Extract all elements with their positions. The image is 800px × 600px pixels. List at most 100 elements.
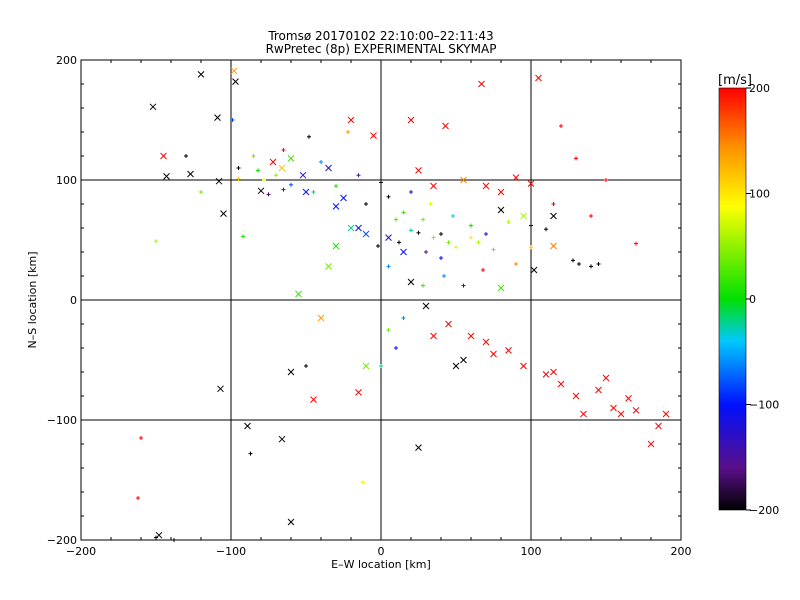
y-tick-label: 0 bbox=[70, 294, 77, 307]
data-point-cross bbox=[287, 368, 295, 376]
marker-stroke bbox=[490, 350, 497, 358]
colorbar-tick-label: 0 bbox=[749, 293, 756, 306]
data-point-plus bbox=[574, 156, 578, 161]
marker-stroke bbox=[430, 332, 437, 340]
marker-stroke bbox=[415, 444, 422, 451]
marker-stroke bbox=[355, 389, 362, 396]
data-point-cross bbox=[497, 188, 505, 196]
data-point-plus bbox=[529, 223, 533, 228]
data-point-cross bbox=[467, 332, 475, 340]
marker-stroke bbox=[497, 188, 505, 196]
data-point-cross bbox=[572, 392, 580, 400]
marker-stroke bbox=[557, 380, 565, 388]
marker-stroke bbox=[214, 114, 221, 121]
data-point-plus bbox=[346, 130, 350, 134]
data-point-cross bbox=[217, 385, 224, 393]
marker-stroke bbox=[332, 203, 340, 210]
marker-stroke bbox=[655, 422, 662, 430]
data-point-cross bbox=[527, 180, 535, 187]
data-point-plus bbox=[439, 232, 443, 236]
marker-stroke bbox=[197, 71, 205, 78]
marker-stroke bbox=[442, 122, 449, 130]
data-point-cross bbox=[278, 164, 286, 172]
data-point-plus bbox=[241, 234, 245, 239]
data-point-cross bbox=[332, 242, 340, 250]
marker-stroke bbox=[452, 362, 460, 370]
data-point-cross bbox=[232, 78, 239, 85]
data-point-cross bbox=[497, 206, 505, 214]
data-point-cross bbox=[407, 278, 415, 286]
data-point-cross bbox=[163, 173, 170, 180]
x-axis-ticks: −200 −100 0 100 200 bbox=[66, 60, 692, 558]
data-point-plus bbox=[334, 184, 338, 188]
data-point-cross bbox=[662, 410, 670, 418]
marker-stroke bbox=[269, 158, 277, 166]
data-point-cross bbox=[197, 71, 205, 78]
data-point-cross bbox=[362, 230, 370, 238]
data-point-cross bbox=[557, 380, 565, 388]
marker-stroke bbox=[310, 396, 317, 403]
x-tick-label: −200 bbox=[66, 545, 96, 558]
data-point-cross bbox=[244, 422, 251, 430]
y-tick-label: 100 bbox=[56, 174, 77, 187]
colorbar-tick-label: 100 bbox=[749, 188, 770, 201]
marker-stroke bbox=[430, 182, 437, 190]
marker-stroke bbox=[550, 368, 557, 376]
data-point-plus bbox=[442, 274, 446, 278]
marker-stroke bbox=[347, 224, 355, 232]
data-point-plus bbox=[409, 228, 413, 233]
data-point-plus bbox=[319, 160, 323, 164]
data-point-cross bbox=[407, 116, 415, 124]
data-point-plus bbox=[266, 192, 271, 197]
marker-stroke bbox=[527, 180, 535, 187]
marker-stroke bbox=[232, 78, 239, 85]
data-point-plus bbox=[307, 134, 311, 139]
data-point-cross bbox=[332, 203, 340, 210]
marker-stroke bbox=[572, 392, 580, 400]
marker-stroke bbox=[478, 80, 485, 88]
marker-stroke bbox=[550, 242, 557, 250]
data-point-cross bbox=[220, 210, 227, 217]
data-point-cross bbox=[460, 356, 467, 364]
data-point-cross bbox=[647, 440, 655, 448]
data-point-cross bbox=[347, 116, 355, 124]
data-point-cross bbox=[340, 194, 347, 202]
marker-stroke bbox=[617, 410, 625, 418]
data-point-cross bbox=[445, 320, 452, 328]
marker-stroke bbox=[530, 266, 538, 274]
data-point-cross bbox=[415, 444, 422, 451]
chart-title: Tromsø 20170102 22:10:00–22:11:43 bbox=[267, 29, 493, 43]
data-point-cross bbox=[482, 338, 490, 346]
data-point-cross bbox=[542, 371, 550, 378]
data-point-plus bbox=[281, 187, 286, 192]
marker-stroke bbox=[497, 206, 505, 214]
data-point-cross bbox=[550, 242, 557, 250]
data-point-plus bbox=[454, 245, 458, 250]
data-point-plus bbox=[439, 256, 443, 260]
data-point-plus bbox=[386, 194, 391, 199]
marker-stroke bbox=[415, 167, 422, 174]
data-point-cross bbox=[460, 176, 467, 184]
x-tick-label: −100 bbox=[216, 545, 246, 558]
grid-lines bbox=[81, 60, 681, 540]
data-point-plus bbox=[304, 364, 308, 368]
data-point-cross bbox=[278, 435, 286, 443]
colorbar-tick-label: −100 bbox=[749, 399, 779, 412]
data-point-plus bbox=[451, 214, 455, 218]
marker-stroke bbox=[287, 518, 295, 526]
marker-stroke bbox=[407, 278, 415, 286]
data-point-cross bbox=[430, 332, 437, 340]
data-point-plus bbox=[589, 264, 593, 269]
data-point-cross bbox=[310, 396, 317, 403]
y-tick-label: 200 bbox=[56, 54, 77, 67]
data-point-cross bbox=[149, 103, 157, 111]
data-point-plus bbox=[364, 202, 368, 206]
data-point-cross bbox=[362, 362, 370, 370]
marker-stroke bbox=[163, 173, 170, 180]
marker-stroke bbox=[347, 116, 355, 124]
marker-stroke bbox=[217, 385, 224, 393]
data-point-plus bbox=[386, 328, 391, 332]
data-point-plus bbox=[469, 235, 473, 240]
data-point-plus bbox=[481, 268, 485, 272]
y-axis-label: N–S location [km] bbox=[26, 251, 39, 348]
